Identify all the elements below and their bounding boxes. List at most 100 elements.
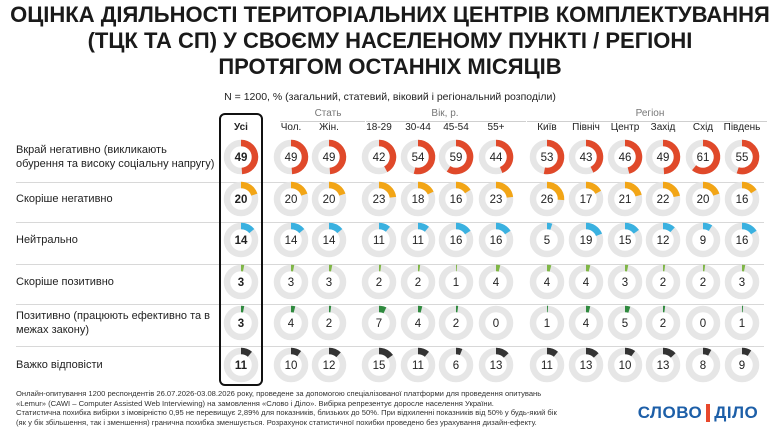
donut-mark: 1 [724, 305, 760, 341]
donut-mark: 3 [223, 264, 259, 300]
donut-value-label: 59 [450, 152, 463, 164]
donut-mark: 0 [685, 305, 721, 341]
donut-value-label: 4 [583, 318, 590, 330]
donut-value-arc [624, 347, 636, 357]
donut-value-arc [662, 222, 675, 233]
column-header: Жін. [319, 122, 339, 133]
column-header: Схід [692, 122, 714, 133]
donut-value-arc [662, 181, 680, 198]
donut-mark: 11 [529, 347, 565, 383]
donut-track [685, 305, 721, 341]
donut-value-arc [546, 181, 565, 201]
donut-value-label: 8 [700, 360, 706, 372]
donut-mark: 22 [645, 181, 681, 217]
donut-value-label: 26 [541, 194, 554, 206]
donut-value-label: 2 [326, 318, 332, 330]
donut-value-label: 20 [323, 194, 336, 206]
donut-value-arc [240, 347, 252, 357]
donut-value-arc [455, 347, 463, 356]
donut-value-arc [240, 139, 259, 175]
donut-mark: 2 [311, 305, 347, 341]
donut-mark: 4 [529, 264, 565, 300]
row-label: Вкрай негативно (викликають обурення та … [16, 144, 215, 170]
row-label: Важко відповісти [16, 359, 103, 371]
brand-logo: СЛОВО ДІЛО [630, 402, 766, 424]
donut-mark: 16 [724, 181, 760, 217]
donut-value-arc [290, 347, 302, 357]
donut-value-label: 16 [450, 235, 463, 247]
donut-value-label: 20 [235, 194, 248, 206]
logo-word-2: ДІЛО [714, 403, 759, 422]
donut-mark: 7 [361, 305, 397, 341]
donut-value-arc [662, 139, 681, 175]
donut-value-arc [741, 181, 757, 194]
donut-mark: 3 [607, 264, 643, 300]
donut-value-label: 49 [235, 152, 248, 164]
group-label-gender: Стать [314, 108, 342, 119]
donut-value-label: 2 [415, 277, 421, 289]
donut-value-label: 2 [660, 277, 666, 289]
donut-mark: 16 [478, 222, 514, 258]
donut-mark: 6 [438, 347, 474, 383]
sample-note: N = 1200, % (загальний, статевий, вікови… [224, 91, 556, 103]
donut-mark: 23 [361, 181, 397, 217]
donut-mark: 9 [724, 347, 760, 383]
donut-value-arc [417, 347, 429, 357]
column-header: Захід [650, 122, 676, 133]
donut-mark: 59 [438, 139, 474, 175]
donut-value-label: 10 [619, 360, 632, 372]
donut-mark: 17 [568, 181, 604, 217]
group-underline-age [366, 121, 526, 122]
donut-value-label: 21 [619, 194, 632, 206]
donut-mark: 13 [568, 347, 604, 383]
donut-mark: 15 [607, 222, 643, 258]
donut-mark: 44 [478, 139, 514, 175]
donut-value-label: 11 [235, 360, 248, 372]
donut-mark: 2 [685, 264, 721, 300]
donut-value-label: 3 [326, 277, 332, 289]
donut-value-arc [624, 181, 642, 197]
donut-mark: 15 [361, 347, 397, 383]
donut-value-arc [585, 222, 603, 237]
footnote-line-3: Статистична похибка вибірки з імовірніст… [16, 408, 557, 418]
donut-mark: 2 [438, 305, 474, 341]
donut-value-label: 10 [285, 360, 298, 372]
donut-value-arc [495, 139, 514, 174]
row-label-cell: Вкрай негативно (викликають обурення та … [16, 140, 216, 174]
donut-value-label: 16 [490, 235, 503, 247]
donut-value-label: 44 [490, 152, 503, 164]
donut-mark: 20 [223, 181, 259, 217]
donut-mark: 42 [361, 139, 397, 175]
donut-mark: 11 [223, 347, 259, 383]
group-label-region: Регіон [635, 108, 665, 119]
column-header: Центр [610, 122, 640, 133]
donut-mark: 2 [400, 264, 436, 300]
donut-value-arc [546, 347, 558, 357]
donut-mark: 0 [478, 305, 514, 341]
donut-mark: 8 [685, 347, 721, 383]
donut-value-label: 4 [583, 277, 590, 289]
donut-value-label: 18 [412, 194, 425, 206]
donut-mark: 43 [568, 139, 604, 175]
row-label: Позитивно (працюють ефективно та в межах… [16, 310, 211, 336]
donut-value-arc [378, 181, 397, 198]
donut-value-label: 12 [323, 360, 336, 372]
row-label-cell: Нейтрально [16, 223, 216, 257]
donut-value-label: 54 [412, 152, 425, 164]
donut-mark: 16 [438, 222, 474, 258]
donut-value-label: 3 [238, 277, 244, 289]
donut-value-arc [240, 181, 258, 196]
donut-value-label: 61 [697, 152, 710, 164]
row-label: Скоріше негативно [16, 193, 113, 205]
donut-value-arc [455, 222, 471, 235]
donut-value-arc [741, 347, 752, 357]
donut-mark: 12 [645, 222, 681, 258]
donut-mark: 49 [273, 139, 309, 175]
donut-value-label: 2 [453, 318, 459, 330]
donut-mark: 11 [400, 347, 436, 383]
donut-mark: 20 [685, 181, 721, 217]
donut-mark: 11 [361, 222, 397, 258]
donut-value-label: 2 [376, 277, 382, 289]
donut-value-arc [328, 139, 347, 175]
page-title: ОЦІНКА ДІЯЛЬНОСТІ ТЕРИТОРІАЛЬНИХ ЦЕНТРІВ… [0, 2, 780, 80]
